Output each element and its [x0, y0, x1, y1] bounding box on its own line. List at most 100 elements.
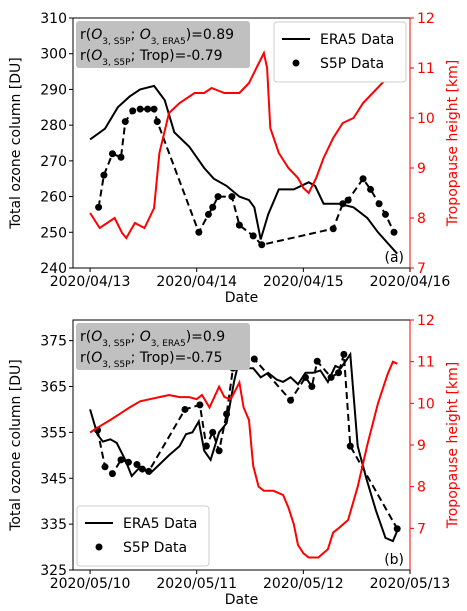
data-point	[138, 465, 146, 473]
annotation-part: 3, ERA5	[151, 37, 186, 47]
data-point	[258, 241, 266, 249]
data-point	[124, 458, 132, 466]
y-tick-label: 300	[40, 47, 67, 63]
y2-tick-label: 10	[417, 396, 435, 412]
data-point	[313, 357, 321, 365]
data-point	[196, 401, 204, 409]
series-line	[96, 348, 399, 530]
legend-marker	[95, 543, 103, 551]
annotation-part: r(	[80, 350, 91, 366]
y2-axis-title: Tropopause height [km]	[445, 362, 461, 529]
data-point	[145, 467, 153, 475]
y2-tick-label: 9	[417, 161, 426, 177]
data-point	[250, 355, 258, 363]
data-point	[153, 118, 161, 126]
data-point	[367, 185, 375, 193]
y-tick-label: 240	[40, 261, 67, 277]
data-point	[375, 200, 383, 208]
y2-tick-label: 7	[417, 261, 426, 277]
y-tick-label: 290	[40, 82, 67, 98]
annotation-part: )=0.9	[186, 329, 225, 345]
y2-tick-label: 8	[417, 211, 426, 227]
x-axis-title: Date	[225, 290, 258, 306]
data-point	[340, 350, 348, 358]
data-point	[344, 196, 352, 204]
data-point	[215, 447, 223, 455]
y-tick-label: 250	[40, 225, 67, 241]
x-tick-label: 2020/04/13	[50, 274, 131, 290]
y-tick-label: 345	[40, 471, 67, 487]
data-point	[390, 228, 398, 236]
series-line	[89, 84, 398, 255]
annotation-part: ; Trop)=-0.79	[131, 48, 223, 64]
data-point	[202, 442, 210, 450]
x-tick-label: 2020/05/10	[50, 576, 131, 592]
legend-label: S5P Data	[320, 56, 384, 72]
data-point	[209, 428, 217, 436]
annotation-part: 3, ERA5	[151, 339, 186, 349]
annotation-box	[76, 21, 250, 68]
annotation: r(O3, S5P; Trop)=-0.79	[80, 48, 223, 68]
series-line	[89, 49, 400, 240]
data-point	[235, 221, 243, 229]
annotation-part: r(	[80, 48, 91, 64]
x-tick-label: 2020/04/15	[263, 274, 344, 290]
annotation-part: O	[140, 329, 151, 345]
data-point	[129, 107, 137, 115]
annotation-part: 3, S5P	[102, 339, 131, 349]
annotation-box	[76, 323, 250, 370]
data-point	[117, 456, 125, 464]
x-tick-label: 2020/05/13	[370, 576, 451, 592]
annotation-part: O	[91, 350, 102, 366]
data-point	[381, 210, 389, 218]
legend-label: ERA5 Data	[123, 516, 197, 532]
y2-axis-title: Tropopause height [km]	[445, 60, 461, 227]
y2-tick-label: 7	[417, 521, 426, 537]
legend-label: ERA5 Data	[320, 32, 394, 48]
y-tick-label: 325	[40, 563, 67, 579]
y-tick-label: 260	[40, 190, 67, 206]
data-point	[133, 460, 141, 468]
x-axis-title: Date	[225, 592, 258, 608]
y2-tick-label: 9	[417, 438, 426, 454]
y2-tick-label: 11	[417, 355, 435, 371]
data-point	[301, 373, 309, 381]
x-tick-label: 2020/05/11	[156, 576, 237, 592]
y-tick-label: 365	[40, 380, 67, 396]
data-point	[335, 369, 343, 377]
panel-label: (a)	[384, 250, 404, 266]
x-tick-label: 2020/04/16	[370, 274, 451, 290]
data-point	[144, 105, 152, 113]
legend-box	[273, 21, 407, 83]
data-point	[346, 442, 354, 450]
x-tick-label: 2020/05/12	[263, 576, 344, 592]
data-point	[209, 203, 217, 211]
data-point	[95, 203, 103, 211]
y-tick-label: 375	[40, 334, 67, 350]
y2-tick-label: 10	[417, 111, 435, 127]
annotation-part: O	[91, 329, 102, 345]
data-point	[181, 405, 189, 413]
annotation-part: O	[91, 48, 102, 64]
y-tick-label: 270	[40, 154, 67, 170]
panel-label: (b)	[384, 552, 404, 568]
annotation-part: ; Trop)=-0.75	[131, 350, 223, 366]
y2-tick-label: 12	[417, 11, 435, 27]
series-line	[89, 360, 398, 559]
y2-tick-label: 11	[417, 61, 435, 77]
data-point	[228, 193, 236, 201]
y2-tick-label: 12	[417, 313, 435, 329]
data-point	[327, 373, 335, 381]
annotation: r(O3, S5P; Trop)=-0.75	[80, 350, 223, 370]
data-point	[249, 232, 257, 240]
data-point	[204, 210, 212, 218]
annotation-part: ;	[131, 329, 140, 345]
annotation-part: )=0.89	[186, 27, 234, 43]
series-line	[97, 108, 395, 246]
y-tick-label: 280	[40, 118, 67, 134]
legend-marker	[292, 59, 300, 67]
y-tick-label: 335	[40, 517, 67, 533]
y-axis-title: Total ozone column [DU]	[8, 57, 24, 230]
data-point	[339, 200, 347, 208]
